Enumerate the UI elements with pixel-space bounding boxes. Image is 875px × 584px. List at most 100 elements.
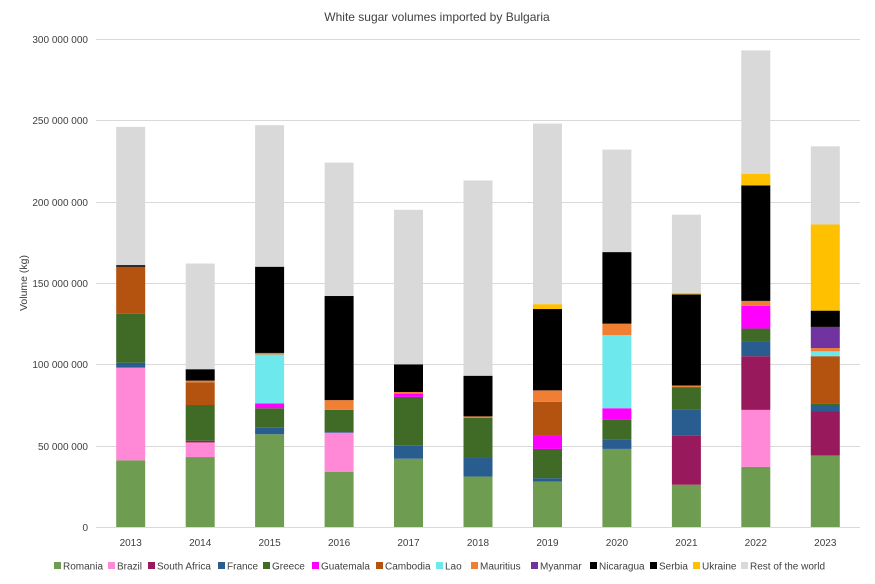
- bar-segment-greece-2015: [255, 408, 285, 428]
- x-tick-label-2015: 2015: [258, 538, 281, 549]
- legend-swatch-romania: [54, 562, 61, 569]
- bar-segment-romania-2018: [463, 476, 493, 527]
- legend-label-greece: Greece: [272, 562, 305, 573]
- bar-segment-france-2013: [116, 362, 146, 368]
- legend-label-myanmar: Myanmar: [540, 562, 582, 573]
- bar-segment-france-2017: [394, 445, 423, 459]
- legend-swatch-mauritius: [471, 562, 478, 569]
- bar-segment-mauritius-2020: [602, 323, 632, 336]
- bar-segment-romania-2021: [671, 484, 701, 527]
- bar-segment-mauritius-2018: [463, 416, 493, 419]
- bar-segment-mauritius-2014: [185, 380, 215, 383]
- bar-segment-rest-of-the-world-2017: [394, 209, 423, 365]
- bar-segment-greece-2023: [810, 403, 840, 405]
- bar-segment-guatemala-2015: [255, 403, 285, 409]
- bar-segment-mauritius-2022: [741, 300, 771, 306]
- legend-swatch-rest-of-the-world: [741, 562, 748, 569]
- bar-segment-guatemala-2019: [533, 435, 562, 449]
- bar-segment-greece-2018: [463, 418, 493, 458]
- bar-segment-nicaragua-2019: [533, 309, 562, 391]
- bar-segment-greece-2019: [533, 448, 562, 479]
- bar-segment-lao-2020: [602, 335, 632, 409]
- bar-segment-south-africa-2023: [810, 411, 840, 456]
- legend-item-france: France: [218, 562, 259, 573]
- legend-label-ukraine: Ukraine: [702, 562, 737, 573]
- bar-segment-rest-of-the-world-2023: [810, 146, 840, 225]
- x-tick-label-2017: 2017: [397, 538, 420, 549]
- bar-segment-cambodia-2019: [533, 401, 562, 436]
- bar-segment-france-2022: [741, 341, 771, 357]
- bar-segment-greece-2017: [394, 396, 423, 446]
- bar-segment-romania-2017: [394, 458, 423, 527]
- bar-segment-guatemala-2022: [741, 305, 771, 329]
- bar-segment-rest-of-the-world-2018: [463, 180, 493, 376]
- legend-swatch-greece: [263, 562, 270, 569]
- x-tick-label-2023: 2023: [814, 538, 837, 549]
- bar-segment-romania-2014: [185, 457, 215, 527]
- legend-item-guatemala: Guatemala: [312, 562, 370, 573]
- bar-segment-rest-of-the-world-2019: [533, 123, 562, 305]
- bar-segment-mauritius-2023: [810, 348, 840, 352]
- bar-segment-cambodia-2013: [116, 266, 146, 314]
- bar-segment-nicaragua-2018: [463, 375, 493, 417]
- bar-segment-greece-2020: [602, 419, 632, 440]
- bar-segment-myanmar-2023: [810, 326, 840, 349]
- bar-segment-rest-of-the-world-2021: [671, 214, 701, 293]
- bar-segment-south-africa-2014: [185, 440, 215, 443]
- bar-segment-france-2021: [671, 409, 701, 436]
- bar-segment-romania-2023: [810, 455, 840, 527]
- bar-segment-romania-2019: [533, 481, 562, 527]
- bar-segment-rest-of-the-world-2020: [602, 149, 632, 253]
- bar-segment-rest-of-the-world-2015: [255, 125, 285, 267]
- legend-label-france: France: [227, 562, 259, 573]
- legend: Romania Brazil South Africa France Greece Gua…: [54, 562, 825, 573]
- y-tick-label: 0: [82, 523, 88, 534]
- y-axis-label: Volume (kg): [18, 255, 30, 311]
- y-tick-label: 300 000 000: [32, 35, 88, 46]
- y-tick-label: 100 000 000: [32, 360, 88, 371]
- legend-item-rest-of-the-world: Rest of the world: [741, 562, 825, 573]
- bar-segment-ukraine-2019: [533, 304, 562, 310]
- legend-item-greece: Greece: [263, 562, 305, 573]
- y-tick-label: 250 000 000: [32, 116, 88, 127]
- bar-segment-rest-of-the-world-2014: [185, 263, 215, 370]
- legend-label-cambodia: Cambodia: [385, 562, 431, 573]
- bar-segment-ukraine-2021: [671, 292, 701, 295]
- bar-segment-france-2015: [255, 427, 285, 435]
- legend-item-nicaragua: Nicaragua: [590, 562, 645, 573]
- x-tick-label-2014: 2014: [189, 538, 212, 549]
- x-tick-label-2022: 2022: [745, 538, 768, 549]
- bar-segment-mauritius-2016: [324, 400, 354, 410]
- legend-swatch-cambodia: [376, 562, 383, 569]
- bar-segment-rest-of-the-world-2013: [116, 126, 146, 266]
- bar-segment-mauritius-2019: [533, 390, 562, 402]
- bar-segment-france-2019: [533, 478, 562, 482]
- legend-label-brazil: Brazil: [117, 562, 142, 573]
- y-axis-ticks: 0 50 000 000 100 000 000 150 000 000 200 000…: [32, 35, 88, 534]
- x-tick-label-2018: 2018: [467, 538, 490, 549]
- legend-item-mauritius: Mauritius: [471, 562, 521, 573]
- bar-segment-greece-2014: [185, 405, 215, 441]
- legend-label-mauritius: Mauritius: [480, 562, 521, 573]
- y-tick-label: 200 000 000: [32, 198, 88, 209]
- bar-segment-brazil-2022: [741, 409, 771, 467]
- bar-segment-romania-2016: [324, 471, 354, 527]
- bar-segment-france-2020: [602, 439, 632, 449]
- bar-segment-cambodia-2023: [810, 356, 840, 404]
- bar-segment-greece-2016: [324, 409, 354, 432]
- legend-item-serbia: Serbia: [650, 562, 688, 573]
- bar-segment-greece-2021: [671, 387, 701, 410]
- y-tick-label: 50 000 000: [38, 442, 88, 453]
- bar-segment-greece-2022: [741, 328, 771, 342]
- bar-segment-nicaragua-2017: [394, 364, 423, 392]
- bar-segment-mauritius-2017: [394, 391, 423, 394]
- bar-segment-nicaragua-2022: [741, 185, 771, 301]
- legend-swatch-guatemala: [312, 562, 319, 569]
- legend-item-lao: Lao: [436, 562, 462, 573]
- bar-segment-romania-2015: [255, 434, 285, 527]
- x-tick-label-2019: 2019: [536, 538, 559, 549]
- bar-segment-rest-of-the-world-2016: [324, 162, 354, 297]
- bar-segment-lao-2023: [810, 351, 840, 357]
- legend-swatch-south-africa: [148, 562, 155, 569]
- legend-label-south-africa: South Africa: [157, 562, 211, 573]
